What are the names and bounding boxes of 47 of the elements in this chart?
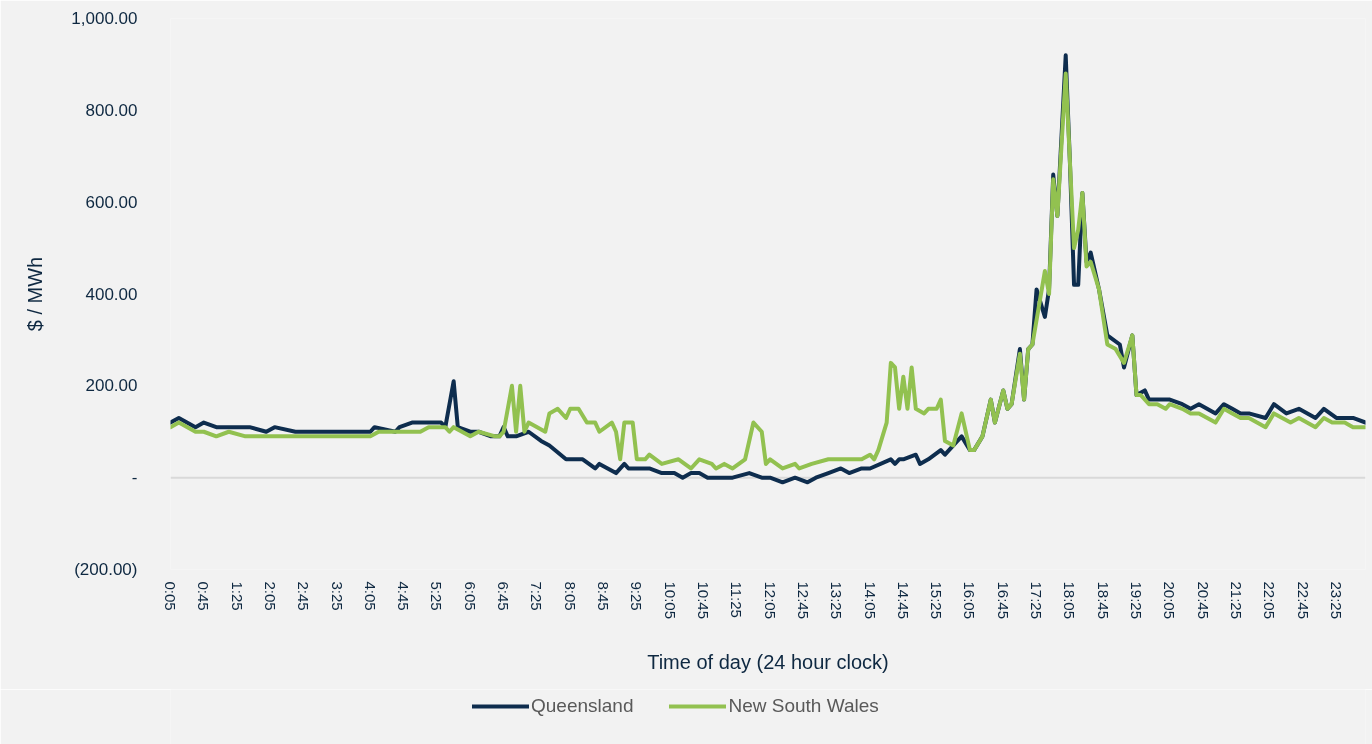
x-tick-label: 2:45 xyxy=(295,581,313,611)
legend-label: New South Wales xyxy=(728,695,879,717)
x-tick-label: 23:25 xyxy=(1327,581,1345,620)
legend-label: Queensland xyxy=(531,695,634,717)
y-tick-label: (200.00) xyxy=(74,560,138,579)
x-tick-label: 3:25 xyxy=(328,581,346,611)
y-tick-label: 400.00 xyxy=(85,284,138,304)
x-tick-label: 12:05 xyxy=(761,581,779,620)
y-tick-label: 800.00 xyxy=(85,100,138,120)
x-tick-label: 14:05 xyxy=(861,581,879,620)
y-tick-label: - xyxy=(131,468,138,488)
y-axis-title: $ / MWh xyxy=(24,256,47,332)
x-tick-label: 18:45 xyxy=(1094,581,1112,620)
x-tick-label: 10:45 xyxy=(694,581,712,620)
y-tick-label: 600.00 xyxy=(85,192,138,212)
x-tick-label: 4:05 xyxy=(361,581,379,611)
x-tick-label: 20:05 xyxy=(1161,581,1179,620)
x-tick-label: 2:05 xyxy=(261,581,279,611)
x-tick-label: 16:05 xyxy=(961,581,979,620)
x-tick-label: 20:45 xyxy=(1194,581,1212,620)
x-tick-label: 22:45 xyxy=(1294,581,1312,620)
x-tick-label: 1:25 xyxy=(228,581,246,611)
x-tick-label: 6:45 xyxy=(495,581,513,611)
x-tick-label: 8:05 xyxy=(561,581,579,611)
x-axis-title: Time of day (24 hour clock) xyxy=(647,651,889,674)
x-tick-label: 19:25 xyxy=(1127,581,1145,620)
x-tick-label: 16:45 xyxy=(994,581,1012,620)
x-tick-label: 7:25 xyxy=(528,581,546,611)
x-tick-label: 21:25 xyxy=(1227,581,1245,620)
x-tick-label: 9:25 xyxy=(628,581,646,611)
x-tick-label: 17:25 xyxy=(1028,581,1046,620)
x-tick-label: 12:45 xyxy=(794,581,812,620)
x-tick-label: 11:25 xyxy=(728,581,746,618)
x-tick-label: 8:45 xyxy=(595,581,613,611)
x-tick-label: 18:05 xyxy=(1061,581,1079,620)
x-tick-label: 4:45 xyxy=(395,581,413,611)
x-tick-label: 13:25 xyxy=(828,581,846,620)
x-tick-label: 6:05 xyxy=(461,581,479,611)
x-tick-label: 22:05 xyxy=(1261,581,1279,620)
y-tick-label: 1,000.00 xyxy=(71,9,138,28)
x-tick-label: 15:25 xyxy=(928,581,946,620)
y-tick-label: 200.00 xyxy=(85,376,138,396)
x-tick-label: 0:05 xyxy=(162,581,179,611)
x-tick-label: 0:45 xyxy=(195,581,213,611)
x-tick-label: 14:45 xyxy=(894,581,912,620)
x-tick-label: 10:05 xyxy=(661,581,679,620)
x-tick-label: 5:25 xyxy=(428,581,446,611)
